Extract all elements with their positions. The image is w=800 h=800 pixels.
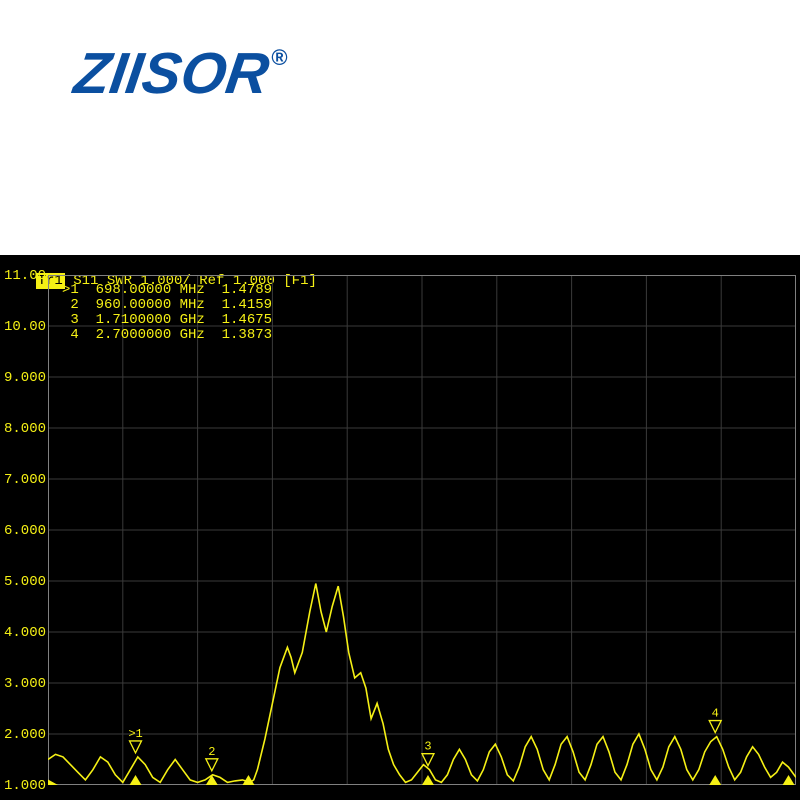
- logo-text: ZIISOR: [70, 40, 273, 107]
- y-tick-label: 5.000: [0, 574, 46, 590]
- vna-swr-chart: Tr1 S11 SWR 1.000/ Ref 1.000 [F1] 11.001…: [0, 255, 800, 800]
- y-tick-label: 4.000: [0, 625, 46, 641]
- y-tick-label: 11.00: [0, 268, 46, 284]
- svg-text:3: 3: [424, 740, 431, 754]
- plot-area: >1 2 3 4 >1 698.00000 MHz 1.4789 2 960.0000…: [48, 275, 796, 785]
- y-tick-label: 10.00: [0, 319, 46, 335]
- y-tick-label: 6.000: [0, 523, 46, 539]
- plot-svg: >1 2 3 4: [48, 275, 796, 785]
- svg-text:4: 4: [712, 707, 719, 721]
- y-tick-label: 2.000: [0, 727, 46, 743]
- brand-logo: ZIISOR®: [75, 40, 285, 107]
- svg-text:2: 2: [208, 745, 215, 759]
- svg-text:>1: >1: [128, 727, 142, 741]
- y-tick-label: 1.000: [0, 778, 46, 794]
- marker-readout: >1 698.00000 MHz 1.4789 2 960.00000 MHz …: [62, 283, 272, 343]
- y-tick-label: 8.000: [0, 421, 46, 437]
- y-tick-label: 3.000: [0, 676, 46, 692]
- logo-registered-icon: ®: [271, 45, 287, 70]
- y-tick-label: 7.000: [0, 472, 46, 488]
- y-tick-label: 9.000: [0, 370, 46, 386]
